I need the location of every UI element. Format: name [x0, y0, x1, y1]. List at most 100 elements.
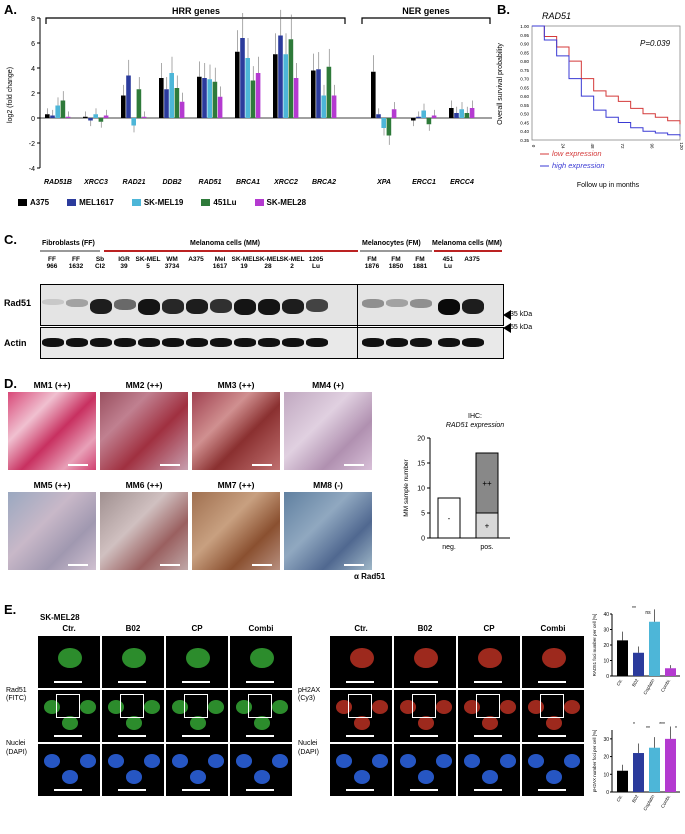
x-tick-label: 96	[649, 143, 654, 149]
panel-a-label: A.	[4, 2, 17, 17]
rad51-band	[66, 299, 88, 307]
nucleus	[172, 754, 188, 768]
col-label-ph2ax: CP	[483, 624, 495, 633]
marker-arrow-55	[503, 323, 511, 333]
nucleus	[336, 754, 352, 768]
scale-bar	[346, 681, 374, 683]
if-cell-ph2ax	[522, 690, 584, 742]
group-bar-mm2	[434, 250, 502, 252]
significance-mark: **	[632, 606, 636, 612]
bar-XRCC2-SK-MEL28	[293, 78, 299, 118]
rad51-band	[42, 299, 64, 305]
bar-ERCC1-SK-MEL28	[431, 115, 437, 118]
nucleus	[482, 770, 498, 784]
nucleus	[208, 754, 224, 768]
nucleus	[236, 754, 252, 768]
rad51-band	[438, 299, 460, 315]
y-tick-label: 0	[606, 790, 609, 796]
rad51-band	[138, 299, 160, 315]
nucleus	[144, 700, 160, 714]
category-label-XPA: XPA	[376, 179, 391, 186]
if-cell-ph2ax	[458, 690, 520, 742]
nucleus	[62, 770, 78, 784]
x-tick-label: 0	[531, 145, 536, 148]
ihc-image-7	[192, 492, 280, 570]
ph2ax-foci-chart: 30 20 10 0 pH2AX number foci per cell [%] Ctr…	[592, 722, 680, 811]
cell-line-label: SK-MEL28	[40, 613, 80, 622]
lane-label-word: 1850	[388, 263, 404, 270]
bar-ERCC1-A375	[411, 118, 416, 121]
bar-RAD51-A375	[197, 76, 202, 118]
bar-RAD51B-SK-MEL19	[55, 105, 60, 118]
bar-Ctr.	[617, 640, 628, 676]
if-cell-rad51	[38, 744, 100, 796]
bar-RAD51-MEL1617	[202, 78, 207, 118]
nucleus	[418, 770, 434, 784]
scale-bar	[246, 789, 274, 791]
lane-label-word: WM	[166, 256, 178, 263]
legend-swatch	[201, 199, 211, 207]
cat-neg: neg.	[442, 544, 456, 551]
lane-label: 1205 Lu	[300, 256, 332, 270]
lane-label: A375	[180, 256, 212, 263]
nucleus	[354, 716, 370, 730]
lane-label-word: SK-MEL	[279, 256, 305, 263]
rad51-band	[162, 299, 184, 314]
ihc-image-8	[284, 492, 372, 570]
lane-label-word: FM	[415, 256, 425, 263]
y-tick-label: 30	[603, 628, 609, 634]
zoom-box	[184, 694, 208, 718]
scale-bar	[252, 464, 272, 466]
bar-XRCC3-MEL1617	[88, 118, 93, 121]
nucleus	[190, 770, 206, 784]
rad51-foci-chart: 40 30 20 10 0 RAD51 foci number per cell [%] C…	[592, 606, 680, 695]
ihc-image-2	[100, 392, 188, 470]
ihc-image-6	[100, 492, 188, 570]
scale-bar	[118, 735, 146, 737]
bar-B02	[633, 652, 644, 676]
bar-RAD21-451Lu	[136, 89, 142, 118]
rad51-band	[210, 299, 232, 313]
if-cell-rad51	[230, 744, 292, 796]
actin-row-label: Actin	[4, 338, 27, 348]
y-tick-label: -4	[29, 166, 35, 173]
significance-mark: ns	[645, 610, 651, 616]
category-label-XRCC3: XRCC3	[83, 179, 108, 186]
x-tick-label: 120	[679, 142, 684, 150]
scale-bar	[246, 681, 274, 683]
bar-RAD21-SK-MEL19	[131, 118, 136, 126]
nucleus	[528, 754, 544, 768]
zoom-box	[56, 694, 80, 718]
if-cell-rad51	[102, 690, 164, 742]
bar-DDB2-SK-MEL19	[169, 73, 174, 118]
lane-label: A375	[456, 256, 488, 263]
significance-mark: **	[646, 726, 650, 732]
bar-RAD51-451Lu	[212, 81, 218, 118]
y-tick-label: 0.60	[520, 94, 529, 99]
if-cell-rad51	[102, 636, 164, 688]
y-tick-label: 10	[603, 772, 609, 778]
bar-DDB2-SK-MEL28	[179, 101, 185, 118]
panel-d-label: D.	[4, 376, 17, 391]
bar-ERCC4-MEL1617	[454, 113, 459, 118]
actin-band	[282, 338, 304, 347]
lane-label: 451 Lu	[432, 256, 464, 270]
ihc-sample-label: MM3 (++)	[217, 380, 255, 390]
if-cell-ph2ax	[330, 636, 392, 688]
lane-label: FM 1881	[404, 256, 436, 270]
row-label-ph2ax-1: pH2AX	[298, 687, 321, 694]
nucleus	[250, 648, 274, 669]
ihc-sample-label: MM4 (+)	[312, 380, 344, 390]
bar-XRCC3-451Lu	[98, 118, 104, 122]
significance-mark: ***	[659, 722, 665, 728]
bar-ERCC4-451Lu	[464, 113, 470, 118]
if-cell-ph2ax	[330, 690, 392, 742]
y-tick-label: 40	[603, 612, 609, 618]
actin-band	[386, 338, 408, 347]
lane-label: FM 1876	[356, 256, 388, 270]
bar-XRCC2-MEL1617	[278, 35, 283, 118]
bar-BRCA1-SK-MEL19	[245, 58, 250, 118]
bar-BRCA1-SK-MEL28	[255, 73, 261, 118]
bar-RAD51-SK-MEL28	[217, 96, 223, 118]
bar-XPA-MEL1617	[376, 114, 381, 118]
